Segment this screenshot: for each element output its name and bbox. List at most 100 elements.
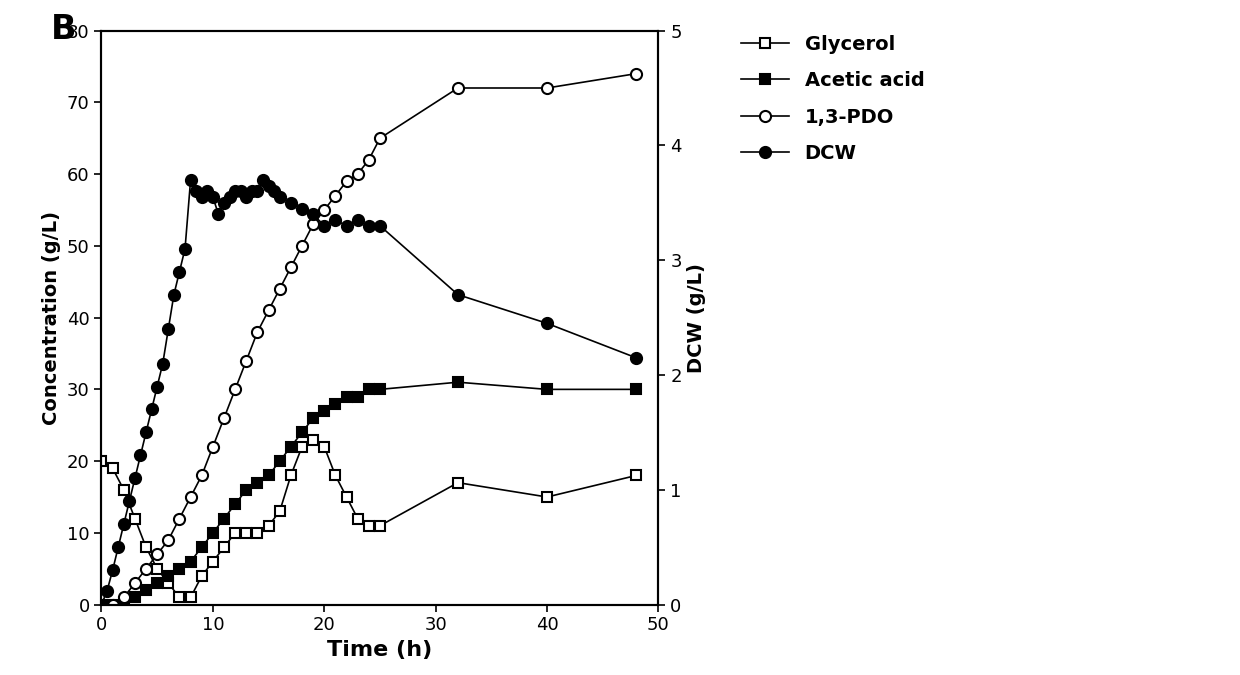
X-axis label: Time (h): Time (h)	[327, 640, 433, 660]
DCW	[284, 198, 299, 207]
Glycerol	[117, 486, 131, 494]
DCW	[317, 221, 332, 230]
Acetic acid	[295, 429, 310, 437]
Acetic acid	[228, 500, 243, 508]
DCW	[139, 429, 154, 437]
1,3-PDO	[339, 178, 353, 186]
DCW	[161, 325, 176, 333]
Acetic acid	[195, 543, 210, 551]
1,3-PDO	[206, 443, 221, 451]
1,3-PDO	[539, 84, 554, 92]
Glycerol	[105, 464, 120, 472]
Glycerol	[195, 572, 210, 580]
Acetic acid	[117, 601, 131, 609]
DCW	[222, 193, 237, 201]
1,3-PDO	[350, 170, 365, 178]
Glycerol	[139, 543, 154, 551]
Acetic acid	[206, 529, 221, 537]
1,3-PDO	[306, 220, 321, 228]
Acetic acid	[184, 558, 198, 566]
DCW	[239, 193, 254, 201]
Acetic acid	[139, 587, 154, 595]
1,3-PDO	[262, 306, 277, 315]
Glycerol	[350, 514, 365, 522]
1,3-PDO	[172, 514, 187, 522]
1,3-PDO	[317, 206, 332, 214]
DCW	[155, 360, 170, 368]
DCW	[255, 176, 270, 184]
Acetic acid	[250, 479, 265, 487]
DCW	[172, 268, 187, 276]
Acetic acid	[94, 601, 109, 609]
DCW	[122, 497, 136, 506]
DCW	[206, 193, 221, 201]
DCW	[99, 587, 114, 595]
Text: B: B	[51, 14, 77, 47]
DCW	[267, 187, 281, 195]
Glycerol	[150, 565, 165, 573]
Glycerol	[539, 493, 554, 501]
1,3-PDO	[629, 70, 644, 78]
Acetic acid	[161, 572, 176, 580]
1,3-PDO	[117, 593, 131, 601]
Glycerol	[273, 508, 288, 516]
Y-axis label: DCW (g/L): DCW (g/L)	[687, 263, 707, 373]
DCW	[629, 354, 644, 362]
1,3-PDO	[128, 579, 143, 587]
DCW	[195, 193, 210, 201]
Glycerol	[372, 522, 387, 530]
DCW	[450, 291, 465, 299]
Acetic acid	[217, 514, 232, 522]
DCW	[94, 601, 109, 609]
1,3-PDO	[94, 601, 109, 609]
Acetic acid	[339, 392, 353, 400]
Glycerol	[217, 543, 232, 551]
Line: Glycerol: Glycerol	[97, 435, 641, 602]
1,3-PDO	[295, 242, 310, 250]
Glycerol	[239, 529, 254, 537]
Line: DCW: DCW	[95, 174, 642, 610]
Glycerol	[361, 522, 376, 530]
1,3-PDO	[450, 84, 465, 92]
1,3-PDO	[372, 134, 387, 142]
Y-axis label: Concentration (g/L): Concentration (g/L)	[42, 211, 61, 425]
1,3-PDO	[228, 385, 243, 394]
Line: 1,3-PDO: 1,3-PDO	[95, 68, 642, 610]
DCW	[244, 187, 259, 195]
Acetic acid	[150, 579, 165, 587]
Glycerol	[128, 514, 143, 522]
Glycerol	[295, 443, 310, 451]
Acetic acid	[361, 385, 376, 394]
1,3-PDO	[105, 601, 120, 609]
1,3-PDO	[217, 414, 232, 422]
DCW	[166, 291, 181, 299]
DCW	[361, 221, 376, 230]
1,3-PDO	[284, 263, 299, 271]
DCW	[150, 383, 165, 391]
Acetic acid	[273, 457, 288, 465]
Acetic acid	[539, 385, 554, 394]
DCW	[306, 210, 321, 218]
DCW	[133, 452, 148, 460]
Glycerol	[339, 493, 353, 501]
1,3-PDO	[195, 471, 210, 479]
1,3-PDO	[161, 536, 176, 544]
Glycerol	[284, 471, 299, 479]
1,3-PDO	[139, 565, 154, 573]
DCW	[144, 406, 159, 414]
Acetic acid	[128, 593, 143, 601]
DCW	[188, 187, 203, 195]
DCW	[184, 176, 198, 184]
1,3-PDO	[239, 356, 254, 365]
Glycerol	[250, 529, 265, 537]
Acetic acid	[629, 385, 644, 394]
DCW	[128, 475, 143, 483]
Acetic acid	[239, 486, 254, 494]
DCW	[273, 193, 288, 201]
DCW	[177, 244, 192, 252]
1,3-PDO	[327, 192, 342, 200]
Glycerol	[450, 479, 465, 487]
Acetic acid	[372, 385, 387, 394]
Glycerol	[306, 435, 321, 443]
Legend: Glycerol, Acetic acid, 1,3-PDO, DCW: Glycerol, Acetic acid, 1,3-PDO, DCW	[740, 34, 925, 163]
